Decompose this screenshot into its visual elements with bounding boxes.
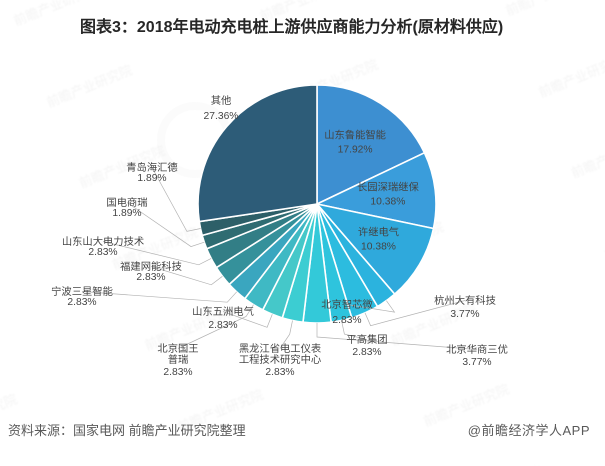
svg-text:3.77%: 3.77% [450, 309, 479, 320]
svg-text:北京华商三优: 北京华商三优 [446, 343, 508, 356]
svg-text:工程技术研究中心: 工程技术研究中心 [239, 353, 321, 366]
svg-text:2.83%: 2.83% [208, 320, 237, 331]
svg-text:2.83%: 2.83% [163, 367, 192, 378]
svg-text:10.38%: 10.38% [361, 241, 396, 252]
svg-text:长园深瑞继保: 长园深瑞继保 [357, 181, 419, 194]
svg-text:2.83%: 2.83% [352, 347, 381, 358]
svg-text:许继电气: 许继电气 [358, 225, 399, 238]
svg-text:山东五洲电气: 山东五洲电气 [192, 305, 254, 318]
svg-text:普瑞: 普瑞 [168, 353, 189, 366]
svg-text:2.83%: 2.83% [136, 272, 165, 283]
svg-text:1.89%: 1.89% [112, 208, 141, 219]
svg-text:北京智芯微: 北京智芯微 [321, 298, 372, 311]
svg-text:杭州大有科技: 杭州大有科技 [434, 294, 496, 307]
svg-text:北京国王: 北京国王 [157, 342, 198, 355]
svg-text:2.83%: 2.83% [332, 315, 361, 326]
svg-text:1.89%: 1.89% [137, 173, 166, 184]
svg-text:10.38%: 10.38% [370, 197, 405, 208]
svg-text:17.92%: 17.92% [338, 145, 373, 156]
svg-text:山东鲁能智能: 山东鲁能智能 [324, 129, 386, 142]
svg-text:其他: 其他 [211, 94, 232, 107]
svg-text:2.83%: 2.83% [67, 297, 96, 308]
svg-text:平高集团: 平高集团 [346, 333, 387, 346]
svg-text:2.83%: 2.83% [265, 367, 294, 378]
svg-text:2.83%: 2.83% [88, 247, 117, 258]
svg-text:27.36%: 27.36% [204, 111, 239, 122]
svg-text:3.77%: 3.77% [462, 357, 491, 368]
svg-text:黑龙江省电工仪表: 黑龙江省电工仪表 [239, 342, 321, 355]
